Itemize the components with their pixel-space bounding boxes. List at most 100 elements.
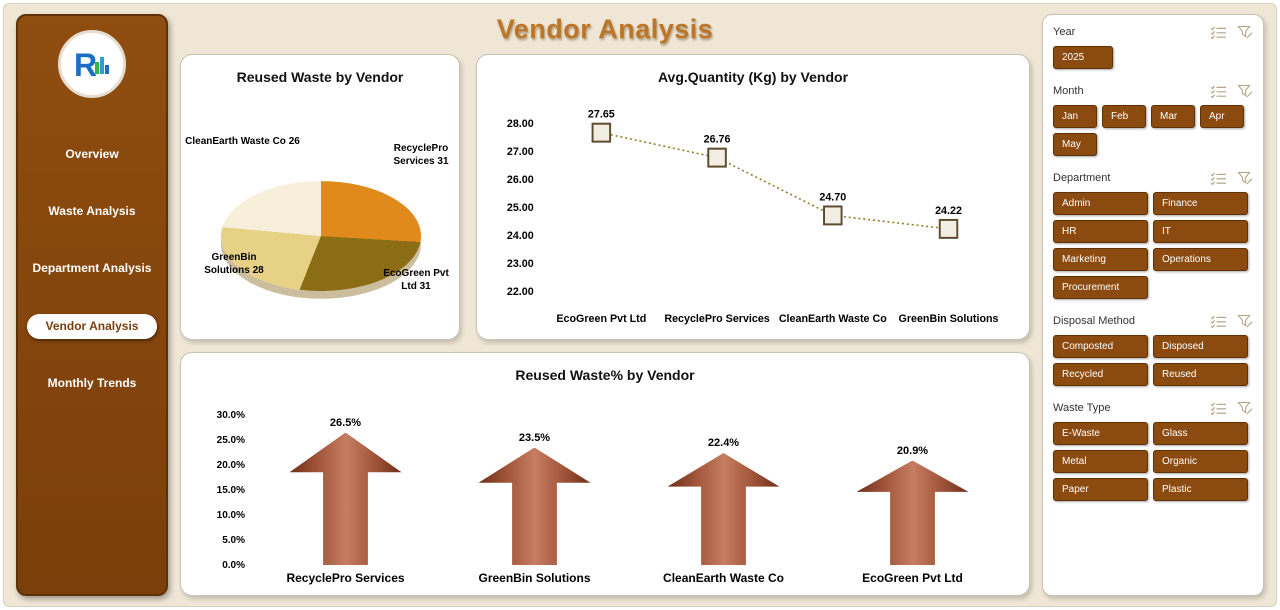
filter-button-operations[interactable]: Operations xyxy=(1153,248,1248,271)
select-all-icon[interactable] xyxy=(1210,172,1227,185)
line-card: Avg.Quantity (Kg) by Vendor 28.00 27.00 26… xyxy=(476,54,1030,340)
bar-value-label: 20.9% xyxy=(896,444,929,457)
y-axis-tick-label: 10.0% xyxy=(216,510,245,521)
filter-button-composted[interactable]: Composted xyxy=(1053,335,1148,358)
category-label: EcoGreen Pvt Ltd xyxy=(862,571,963,585)
filter-button-recycled[interactable]: Recycled xyxy=(1053,363,1148,386)
category-label: CleanEarth Waste Co xyxy=(663,571,784,585)
y-axis-tick-label: 23.00 xyxy=(507,258,534,270)
select-all-icon[interactable] xyxy=(1210,85,1227,98)
filter-button-apr[interactable]: Apr xyxy=(1200,105,1244,128)
line-marker[interactable] xyxy=(707,147,727,168)
filter-button-paper[interactable]: Paper xyxy=(1053,478,1148,501)
arrow-categories: RecyclePro Services GreenBin Solutions Cle… xyxy=(251,571,1007,585)
point-value-label: 27.65 xyxy=(588,109,615,121)
logo: R xyxy=(58,30,126,98)
line-marker[interactable] xyxy=(938,218,959,239)
slicer-button-list: Composted Disposed Recycled Reused xyxy=(1053,335,1253,386)
clear-filter-icon[interactable] xyxy=(1237,25,1253,39)
bar-value-label: 26.5% xyxy=(329,416,362,429)
sidebar-item-label: Overview xyxy=(65,147,119,161)
slicer-department: Department Admin Finance HR IT Marketing Opera… xyxy=(1053,171,1253,299)
line-marker[interactable] xyxy=(591,122,612,143)
y-axis-tick-label: 26.00 xyxy=(507,174,534,186)
filter-button-jan[interactable]: Jan xyxy=(1053,105,1097,128)
sidebar-item-vendor-analysis[interactable]: Vendor Analysis xyxy=(27,313,157,339)
slicer-year: Year 2025 xyxy=(1053,25,1253,69)
slicer-header: Year xyxy=(1053,25,1253,39)
slicer-title: Waste Type xyxy=(1053,402,1111,414)
filter-button-finance[interactable]: Finance xyxy=(1153,192,1248,215)
slicer-title: Year xyxy=(1053,26,1076,38)
pie-chart[interactable] xyxy=(221,181,421,292)
filter-button-mar[interactable]: Mar xyxy=(1151,105,1195,128)
select-all-icon[interactable] xyxy=(1210,26,1227,39)
y-axis-tick-label: 24.00 xyxy=(507,230,534,242)
pie-slice-label: CleanEarth Waste Co 26 xyxy=(185,136,300,147)
y-axis-tick-label: 25.0% xyxy=(216,435,245,446)
filter-button-admin[interactable]: Admin xyxy=(1053,192,1148,215)
x-axis-category-label: GreenBin Solutions xyxy=(899,313,999,325)
arrow-bar[interactable] xyxy=(856,460,969,565)
arrow-chart: 30.0% 25.0% 20.0% 15.0% 10.0% 5.0% 0.0% 26.5% 2… xyxy=(193,385,1017,571)
y-axis-tick-label: 27.00 xyxy=(507,146,534,158)
select-all-icon[interactable] xyxy=(1210,402,1227,415)
filter-button-procurement[interactable]: Procurement xyxy=(1053,276,1148,299)
bar-value-label: 23.5% xyxy=(518,431,551,444)
filter-button-marketing[interactable]: Marketing xyxy=(1053,248,1148,271)
sidebar-item-overview[interactable]: Overview xyxy=(18,142,166,167)
filter-button-may[interactable]: May xyxy=(1053,133,1097,156)
slicer-month: Month Jan Feb Mar Apr May xyxy=(1053,84,1253,156)
filter-button-e-waste[interactable]: E-Waste xyxy=(1053,422,1148,445)
clear-filter-icon[interactable] xyxy=(1237,314,1253,328)
line-marker[interactable] xyxy=(823,205,843,226)
filter-button-glass[interactable]: Glass xyxy=(1153,422,1248,445)
dashboard: R Overview Waste Analysis Department Analy… xyxy=(3,3,1277,607)
filter-button-reused[interactable]: Reused xyxy=(1153,363,1248,386)
point-value-label: 24.22 xyxy=(935,205,962,217)
slicer-button-list: 2025 xyxy=(1053,46,1253,69)
sidebar-item-waste-analysis[interactable]: Waste Analysis xyxy=(18,199,166,224)
filter-button-2025[interactable]: 2025 xyxy=(1053,46,1113,69)
filter-panel: Year 2025 Month Jan Feb Mar Apr May Department Ad… xyxy=(1042,14,1264,596)
sidebar-item-label: Waste Analysis xyxy=(48,204,136,219)
y-axis-tick-label: 30.0% xyxy=(216,410,245,421)
arrow-column: 20.9% xyxy=(818,415,1007,565)
bar-value-label: 22.4% xyxy=(707,437,740,449)
clear-filter-icon[interactable] xyxy=(1237,84,1253,98)
filter-button-plastic[interactable]: Plastic xyxy=(1153,478,1248,501)
slicer-header: Department xyxy=(1053,171,1253,185)
filter-button-hr[interactable]: HR xyxy=(1053,220,1148,243)
slicer-title: Disposal Method xyxy=(1053,315,1135,327)
x-axis-category-label: EcoGreen Pvt Ltd xyxy=(556,313,646,325)
filter-button-disposed[interactable]: Disposed xyxy=(1153,335,1248,358)
select-all-icon[interactable] xyxy=(1210,315,1227,328)
slicer-header: Waste Type xyxy=(1053,401,1253,415)
filter-button-feb[interactable]: Feb xyxy=(1102,105,1146,128)
filter-button-organic[interactable]: Organic xyxy=(1153,450,1248,473)
line-chart[interactable]: 28.00 27.00 26.00 25.00 24.00 23.00 22.00 27.65… xyxy=(485,87,1021,331)
x-axis-category-label: CleanEarth Waste Co xyxy=(779,313,887,325)
sidebar-item-department-analysis[interactable]: Department Analysis xyxy=(18,256,166,281)
arrow-yaxis: 30.0% 25.0% 20.0% 15.0% 10.0% 5.0% 0.0% xyxy=(203,410,251,571)
slicer-button-list: Jan Feb Mar Apr May xyxy=(1053,105,1253,156)
line-card-title: Avg.Quantity (Kg) by Vendor xyxy=(657,69,849,85)
arrow-card: Reused Waste% by Vendor 30.0% 25.0% 20.0% 1… xyxy=(180,352,1030,596)
arrow-bar[interactable] xyxy=(289,432,402,565)
x-axis-category-label: RecyclePro Services xyxy=(664,313,769,325)
arrow-bar[interactable] xyxy=(478,447,591,565)
slicer-header: Month xyxy=(1053,84,1253,98)
clear-filter-icon[interactable] xyxy=(1237,401,1253,415)
sidebar-item-label: Monthly Trends xyxy=(47,375,137,390)
clear-filter-icon[interactable] xyxy=(1237,171,1253,185)
svg-text:R: R xyxy=(74,47,97,83)
filter-button-it[interactable]: IT xyxy=(1153,220,1248,243)
slicer-waste-type: Waste Type E-Waste Glass Metal Organic Paper P… xyxy=(1053,401,1253,501)
sidebar-nav: Overview Waste Analysis Department Analysi… xyxy=(18,142,166,396)
trend-line xyxy=(601,131,949,230)
slicer-title: Department xyxy=(1053,172,1111,184)
slicer-title: Month xyxy=(1053,85,1084,97)
arrow-bar[interactable] xyxy=(667,453,780,565)
filter-button-metal[interactable]: Metal xyxy=(1053,450,1148,473)
sidebar-item-monthly-trends[interactable]: Monthly Trends xyxy=(18,371,166,396)
